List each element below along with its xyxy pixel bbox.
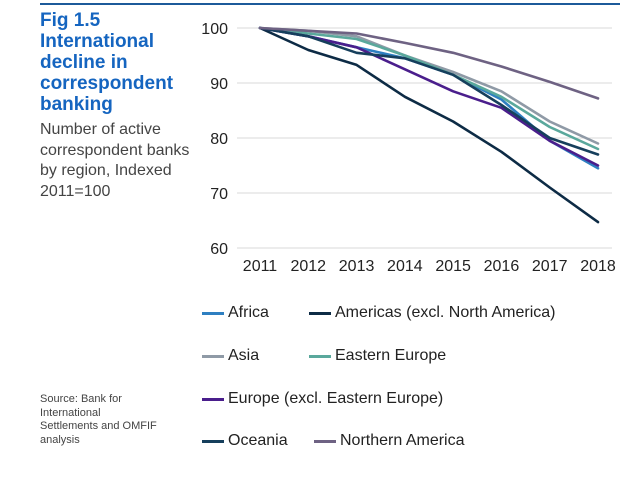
legend-swatch-northern-america [314,439,336,443]
top-rule [40,3,620,5]
legend-label-eastern-europe: Eastern Europe [335,347,447,364]
y-tick-label-100: 100 [201,21,228,38]
y-tick-label-80: 80 [210,131,228,148]
legend-item-eastern-europe: Eastern Europe [309,347,446,365]
figure-subtitle: Number of active correspondent banks by … [40,121,190,200]
chart-legend: Africa Americas (excl. North America) As… [197,298,627,468]
legend-label-africa: Africa [228,304,269,321]
legend-item-africa: Africa [202,304,269,322]
y-tick-label-70: 70 [210,186,228,203]
legend-label-oceania: Oceania [228,432,288,449]
x-tick-label-2012: 2012 [290,258,326,275]
x-tick-label-2016: 2016 [484,258,520,275]
series-line-americas-excl-north-america [258,26,600,224]
legend-label-americas: Americas (excl. North America) [335,304,556,321]
legend-swatch-americas [309,311,331,315]
legend-swatch-eastern-europe [309,354,331,358]
legend-swatch-europe [202,397,224,401]
legend-label-europe: Europe (excl. Eastern Europe) [228,390,444,407]
legend-item-asia: Asia [202,347,259,365]
x-tick-label-2018: 2018 [580,258,616,275]
legend-label-northern-america: Northern America [340,432,465,449]
legend-item-northern-america: Northern America [314,432,465,450]
legend-swatch-africa [202,311,224,315]
legend-swatch-asia [202,354,224,358]
x-tick-label-2013: 2013 [339,258,375,275]
source-note: Source: Bank for International Settlemen… [40,393,157,446]
x-tick-label-2014: 2014 [387,258,423,275]
y-tick-label-90: 90 [210,76,228,93]
y-tick-label-60: 60 [210,241,228,258]
series-line-oceania [258,26,600,156]
x-tick-label-2011: 2011 [243,258,278,275]
legend-item-europe: Europe (excl. Eastern Europe) [202,390,443,408]
legend-swatch-oceania [202,439,224,443]
series-line-northern-america [258,26,600,100]
x-tick-label-2017: 2017 [532,258,568,275]
legend-item-oceania: Oceania [202,432,288,450]
series-line-eastern-europe [258,26,600,151]
legend-label-asia: Asia [228,347,260,364]
x-tick-label-2015: 2015 [435,258,471,275]
figure-title: Fig 1.5 International decline in corresp… [40,10,174,115]
legend-item-americas: Americas (excl. North America) [309,304,556,322]
